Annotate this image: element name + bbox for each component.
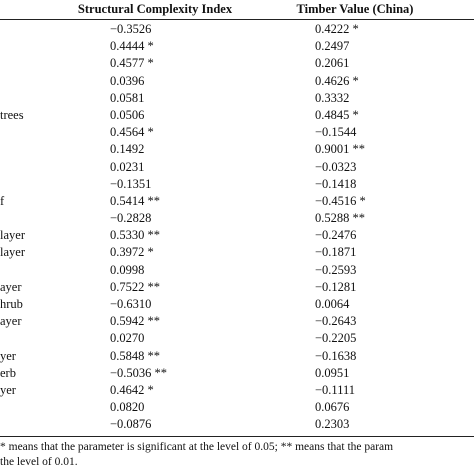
footnote-line: the level of 0.01.: [0, 456, 78, 468]
timber-value: −0.2643: [315, 314, 357, 329]
table-row: 0.1492 0.9001 **: [0, 141, 474, 158]
table-row: layer 0.3972 * −0.1871: [0, 244, 474, 261]
timber-value: 0.9001 **: [315, 142, 365, 157]
table-row: 0.0820 0.0676: [0, 399, 474, 416]
row-label: f: [0, 193, 5, 208]
timber-value: −0.4516 *: [315, 193, 366, 208]
table-header: Structural Complexity Index Timber Value…: [0, 0, 474, 19]
timber-value: −0.1638: [315, 348, 357, 363]
table-row: −0.1351 −0.1418: [0, 176, 474, 193]
table-footnote: * means that the parameter is significan…: [0, 440, 474, 470]
timber-value: −0.1544: [315, 125, 357, 140]
table-body: −0.3526 0.4222 * 0.4444 * 0.2497 0.4577 * 0.2…: [0, 21, 474, 434]
row-label: erb: [0, 365, 16, 380]
timber-value: −0.0323: [315, 159, 357, 174]
table-row: 0.4564 * −0.1544: [0, 124, 474, 141]
table-row: ayer 0.7522 ** −0.1281: [0, 279, 474, 296]
timber-value: 0.2061: [315, 56, 350, 71]
structural-complexity-value: 0.0581: [110, 90, 145, 105]
structural-complexity-value: 0.0820: [110, 400, 145, 415]
structural-complexity-value: −0.6310: [110, 297, 152, 311]
table-row: yer 0.4642 * −0.1111: [0, 382, 474, 399]
table-row: 0.0270 −0.2205: [0, 330, 474, 347]
timber-value: −0.1871: [315, 245, 357, 260]
table-row: hrub −0.6310 0.0064: [0, 296, 474, 313]
table-row: 0.0231 −0.0323: [0, 159, 474, 176]
table-row: trees 0.0506 0.4845 *: [0, 107, 474, 124]
row-label: yer: [0, 382, 16, 397]
structural-complexity-value: 0.0396: [110, 73, 145, 88]
row-label: layer: [0, 245, 25, 260]
timber-value: 0.4222 *: [315, 22, 359, 36]
structural-complexity-value: −0.3526: [110, 22, 152, 36]
structural-complexity-value: −0.2828: [110, 211, 152, 226]
timber-value: 0.0064: [315, 297, 350, 311]
timber-value: −0.2593: [315, 262, 357, 277]
timber-value: 0.0676: [315, 400, 350, 415]
timber-value: 0.4626 *: [315, 73, 359, 88]
timber-value: 0.2497: [315, 39, 350, 54]
structural-complexity-value: 0.0998: [110, 262, 145, 277]
row-label: hrub: [0, 297, 23, 311]
column-header-structural-complexity-index: Structural Complexity Index: [77, 2, 233, 16]
table-row: erb −0.5036 ** 0.0951: [0, 365, 474, 382]
row-label: trees: [0, 107, 24, 122]
timber-value: −0.2476: [315, 228, 357, 243]
timber-value: −0.1111: [315, 382, 356, 397]
timber-value: −0.1418: [315, 176, 357, 191]
structural-complexity-value: 0.4642 *: [110, 382, 154, 397]
structural-complexity-value: 0.4444 *: [110, 39, 154, 54]
column-header-timber-value: Timber Value (China): [296, 2, 414, 16]
footnote-line: * means that the parameter is significan…: [0, 441, 394, 453]
structural-complexity-value: −0.1351: [110, 176, 152, 191]
table-row: 0.0998 −0.2593: [0, 262, 474, 279]
table-row: −0.2828 0.5288 **: [0, 210, 474, 227]
structural-complexity-value: 0.0270: [110, 331, 145, 346]
row-label: yer: [0, 348, 16, 363]
timber-value: −0.1281: [315, 279, 357, 294]
row-label: layer: [0, 228, 25, 243]
structural-complexity-value: 0.5848 **: [110, 348, 160, 363]
row-label: ayer: [0, 279, 22, 294]
table-row: layer 0.5330 ** −0.2476: [0, 227, 474, 244]
structural-complexity-value: 0.5942 **: [110, 314, 160, 329]
structural-complexity-value: −0.0876: [110, 417, 152, 432]
row-label: ayer: [0, 314, 22, 329]
table-row: f 0.5414 ** −0.4516 *: [0, 193, 474, 210]
table-row: −0.0876 0.2303: [0, 416, 474, 433]
structural-complexity-value: 0.0231: [110, 159, 145, 174]
header-rule: [0, 19, 474, 20]
bottom-rule: [0, 436, 474, 437]
table-row: 0.0581 0.3332: [0, 90, 474, 107]
structural-complexity-value: 0.4577 *: [110, 56, 154, 71]
timber-value: 0.0951: [315, 365, 350, 380]
structural-complexity-value: 0.7522 **: [110, 279, 160, 294]
structural-complexity-value: −0.5036 **: [110, 365, 168, 380]
timber-value: 0.2303: [315, 417, 350, 432]
timber-value: −0.2205: [315, 331, 357, 346]
table-row: ayer 0.5942 ** −0.2643: [0, 313, 474, 330]
table-row: −0.3526 0.4222 *: [0, 21, 474, 38]
timber-value: 0.3332: [315, 90, 350, 105]
structural-complexity-value: 0.5414 **: [110, 193, 160, 208]
timber-value: 0.5288 **: [315, 211, 365, 226]
timber-value: 0.4845 *: [315, 107, 359, 122]
structural-complexity-value: 0.1492: [110, 142, 145, 157]
table-row: 0.4577 * 0.2061: [0, 55, 474, 72]
structural-complexity-value: 0.5330 **: [110, 228, 160, 243]
table-row: 0.4444 * 0.2497: [0, 38, 474, 55]
structural-complexity-value: 0.3972 *: [110, 245, 154, 260]
structural-complexity-value: 0.0506: [110, 107, 145, 122]
table-row: yer 0.5848 ** −0.1638: [0, 348, 474, 365]
table-row: 0.0396 0.4626 *: [0, 73, 474, 90]
structural-complexity-value: 0.4564 *: [110, 125, 154, 140]
